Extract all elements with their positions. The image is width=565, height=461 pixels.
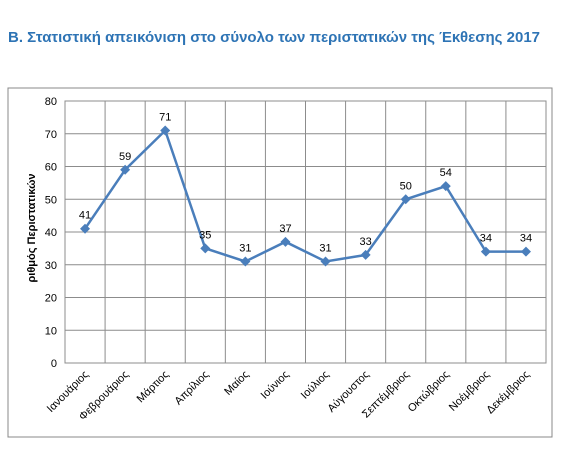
data-point [400,194,411,205]
data-label: 50 [400,180,412,192]
data-line [84,128,526,263]
data-label: 54 [440,167,452,179]
data-label: 34 [480,233,492,245]
x-tick-label: Μάρτιος [135,369,172,406]
y-tick-label: 20 [45,293,57,305]
data-point [480,246,491,257]
data-label: 59 [119,151,131,163]
x-tick-label: Απρίλιος [173,369,212,408]
data-point [360,249,371,260]
data-point [120,164,131,175]
y-tick-label: 0 [51,358,57,370]
data-point [320,256,331,267]
data-point [520,246,531,257]
x-tick-label: Οκτώβριος [406,369,452,415]
y-tick-label: 50 [45,194,57,206]
data-point [200,243,211,254]
y-tick-label: 70 [45,129,57,141]
x-tick-label: Δεκέμβριος [484,369,532,417]
y-tick-label: 10 [45,325,57,337]
data-point [240,256,251,267]
x-tick-label: Ιούλιος [299,369,332,402]
y-tick-label: 40 [45,227,57,239]
data-label: 37 [279,223,291,235]
data-point [160,125,171,136]
plot-area [64,100,547,364]
data-label: 31 [319,242,331,254]
data-point [280,236,291,247]
data-label: 31 [239,242,251,254]
data-point [440,181,451,192]
data-label: 33 [360,236,372,248]
data-label: 34 [520,233,532,245]
x-tick-label: Ιούνιος [259,369,292,402]
chart-border [7,87,553,438]
y-tick-label: 30 [45,260,57,272]
y-tick-label: 80 [45,96,57,108]
data-label: 41 [79,210,91,222]
y-tick-label: 60 [45,162,57,174]
data-point [80,223,91,234]
chart-title: Β. Στατιστική απεικόνιση στο σύνολο των … [8,29,540,46]
data-label: 35 [199,229,211,241]
y-axis-label: ριθμός Περιστατικών [26,173,38,282]
data-label: 71 [159,111,171,123]
x-tick-label: Μαίος [222,369,251,398]
